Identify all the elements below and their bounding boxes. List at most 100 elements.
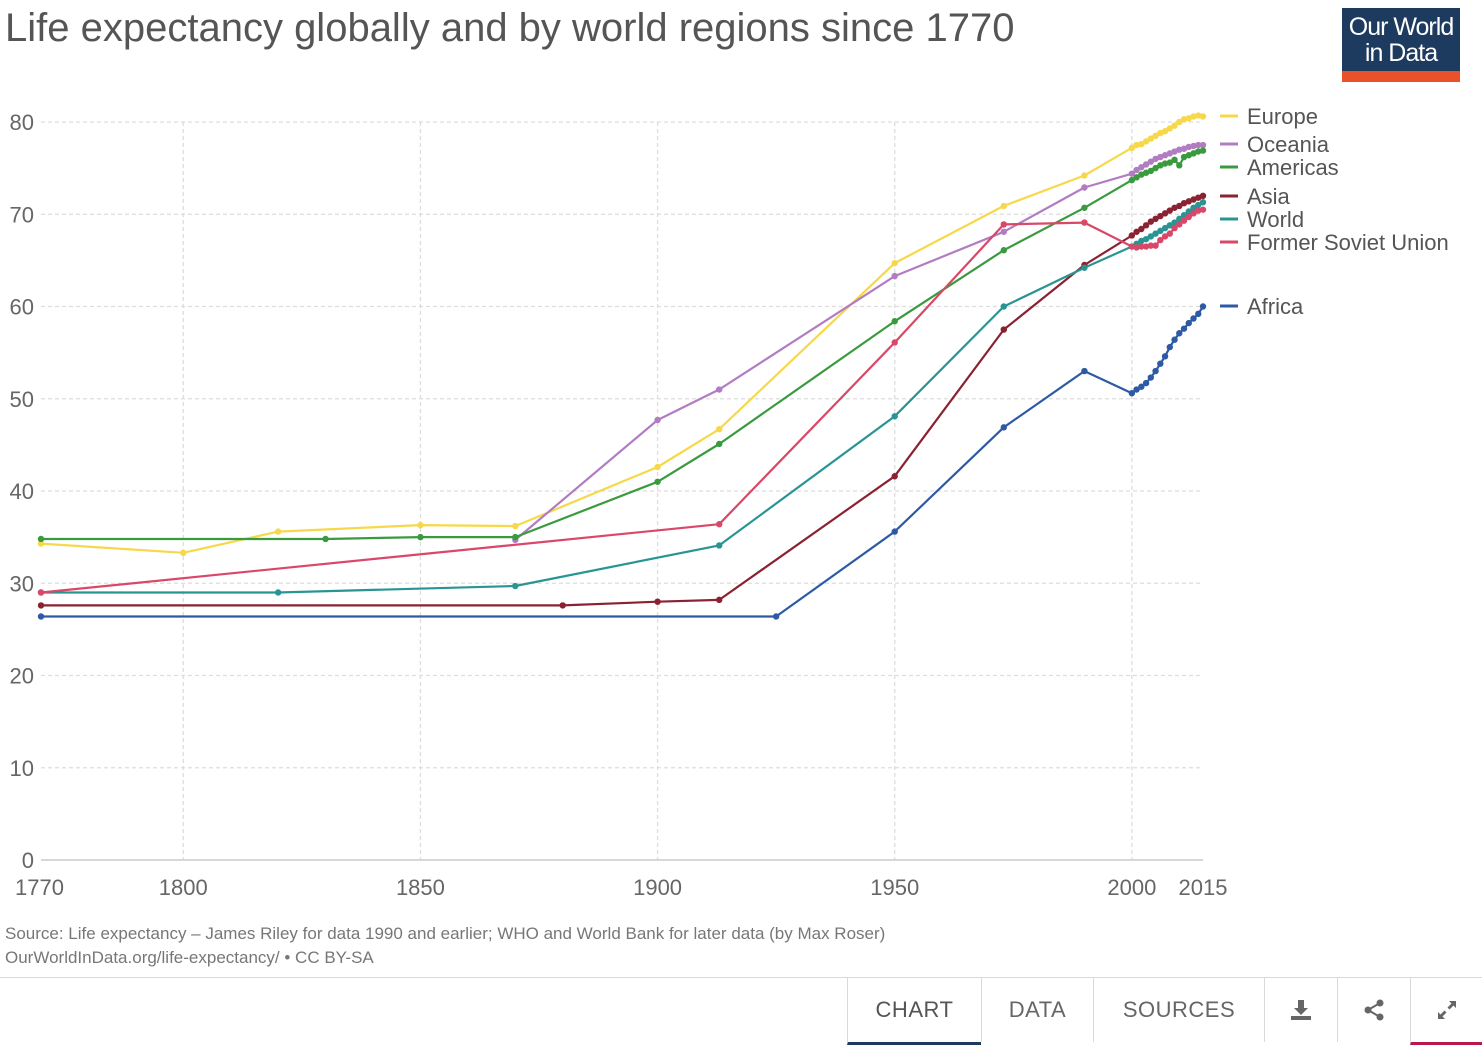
data-point — [1166, 230, 1174, 237]
data-point — [1199, 199, 1207, 206]
logo-line-2: in Data — [1364, 39, 1438, 67]
data-point — [891, 272, 898, 280]
data-point — [1128, 176, 1136, 184]
data-point — [1161, 233, 1169, 240]
data-point — [1185, 213, 1192, 221]
data-point — [1152, 132, 1159, 140]
y-tick-label: 80 — [10, 110, 34, 135]
data-point — [1133, 228, 1140, 235]
tab-data[interactable]: DATA — [981, 978, 1093, 1042]
x-tick-label: 2015 — [1179, 875, 1228, 900]
data-point — [322, 535, 329, 543]
tab-sources[interactable]: SOURCES — [1093, 978, 1264, 1042]
series-africa — [37, 303, 1207, 620]
data-point — [654, 416, 661, 424]
data-point — [1152, 242, 1159, 249]
data-point — [1190, 315, 1197, 322]
data-point — [891, 339, 898, 346]
data-point — [1000, 228, 1007, 235]
data-point — [1195, 112, 1202, 119]
data-point — [1166, 343, 1174, 351]
data-point — [891, 318, 898, 325]
data-point — [1081, 172, 1088, 179]
data-point — [1081, 204, 1088, 211]
data-point — [559, 602, 566, 609]
data-point — [1133, 244, 1140, 251]
data-point — [37, 613, 45, 620]
line-chart: 0 10 20 30 40 50 60 70 80 1770 1800 1850 1900 1950 200… — [10, 104, 1449, 900]
data-point — [1128, 390, 1136, 397]
source-link[interactable]: OurWorldInData.org/life-expectancy/ • CC… — [5, 948, 374, 967]
data-point — [1195, 201, 1202, 209]
data-point — [180, 549, 187, 557]
data-point — [1199, 303, 1207, 310]
legend-label: Former Soviet Union — [1247, 230, 1449, 255]
data-point — [1133, 386, 1140, 393]
data-point — [1199, 206, 1207, 213]
data-point — [654, 598, 661, 605]
share-button[interactable] — [1337, 978, 1410, 1042]
x-tick-label: 1800 — [159, 875, 208, 900]
data-point — [1166, 159, 1174, 166]
data-point — [1081, 184, 1088, 191]
data-point — [1000, 247, 1007, 254]
data-point — [1190, 142, 1197, 150]
expand-button[interactable] — [1410, 978, 1482, 1045]
y-tick-label: 70 — [10, 202, 34, 227]
data-point — [1128, 232, 1136, 239]
data-point — [1138, 140, 1145, 148]
data-point — [1190, 204, 1197, 211]
data-point — [1142, 379, 1150, 387]
legend-label: Asia — [1247, 184, 1291, 209]
legend-label: Americas — [1247, 155, 1339, 180]
chart-axes: 0 10 20 30 40 50 60 70 80 1770 1800 1850 1900 1950 200… — [10, 110, 1228, 900]
data-point — [1195, 310, 1202, 318]
data-point — [1190, 210, 1197, 217]
data-point — [716, 521, 723, 528]
source-text: Source: Life expectancy – James Riley fo… — [5, 924, 886, 943]
data-point — [1081, 219, 1088, 226]
data-point — [1161, 224, 1169, 232]
data-point — [1147, 218, 1155, 225]
data-point — [1142, 222, 1150, 229]
data-point — [891, 473, 898, 480]
download-button[interactable] — [1264, 978, 1337, 1042]
data-point — [1128, 144, 1136, 152]
data-point — [37, 602, 45, 609]
data-point — [1180, 325, 1188, 332]
y-tick-label: 50 — [10, 387, 34, 412]
data-point — [1157, 360, 1164, 367]
data-point — [1147, 374, 1155, 381]
series-line — [514, 144, 1203, 541]
x-tick-label: 1900 — [633, 875, 682, 900]
data-point — [1171, 122, 1178, 129]
logo-accent-bar — [1342, 71, 1460, 82]
chart-grid — [41, 121, 1203, 860]
data-point — [1161, 210, 1169, 217]
logo-line-1: Our World — [1348, 13, 1454, 41]
data-point — [1180, 116, 1188, 123]
data-point — [1138, 243, 1145, 250]
data-point — [1142, 243, 1150, 250]
data-point — [1152, 215, 1159, 223]
data-point — [1147, 242, 1155, 249]
data-point — [1176, 146, 1183, 153]
data-point — [37, 589, 45, 596]
chart-controls: CHART DATA SOURCES — [847, 978, 1482, 1045]
download-icon — [1291, 1000, 1311, 1020]
data-point — [1147, 135, 1155, 142]
legend-label: World — [1247, 207, 1304, 232]
data-point — [716, 386, 723, 393]
owid-logo[interactable]: Our World in Data — [1342, 8, 1460, 82]
data-point — [716, 542, 723, 549]
data-point — [1176, 202, 1183, 210]
data-point — [1081, 264, 1088, 271]
tab-chart[interactable]: CHART — [847, 978, 981, 1045]
x-tick-label: 2000 — [1107, 875, 1156, 900]
data-point — [1171, 336, 1178, 343]
data-point — [716, 440, 723, 448]
data-point — [1152, 367, 1159, 375]
data-point — [1133, 141, 1140, 149]
series-former-soviet-union — [37, 206, 1207, 596]
data-point — [37, 535, 45, 543]
